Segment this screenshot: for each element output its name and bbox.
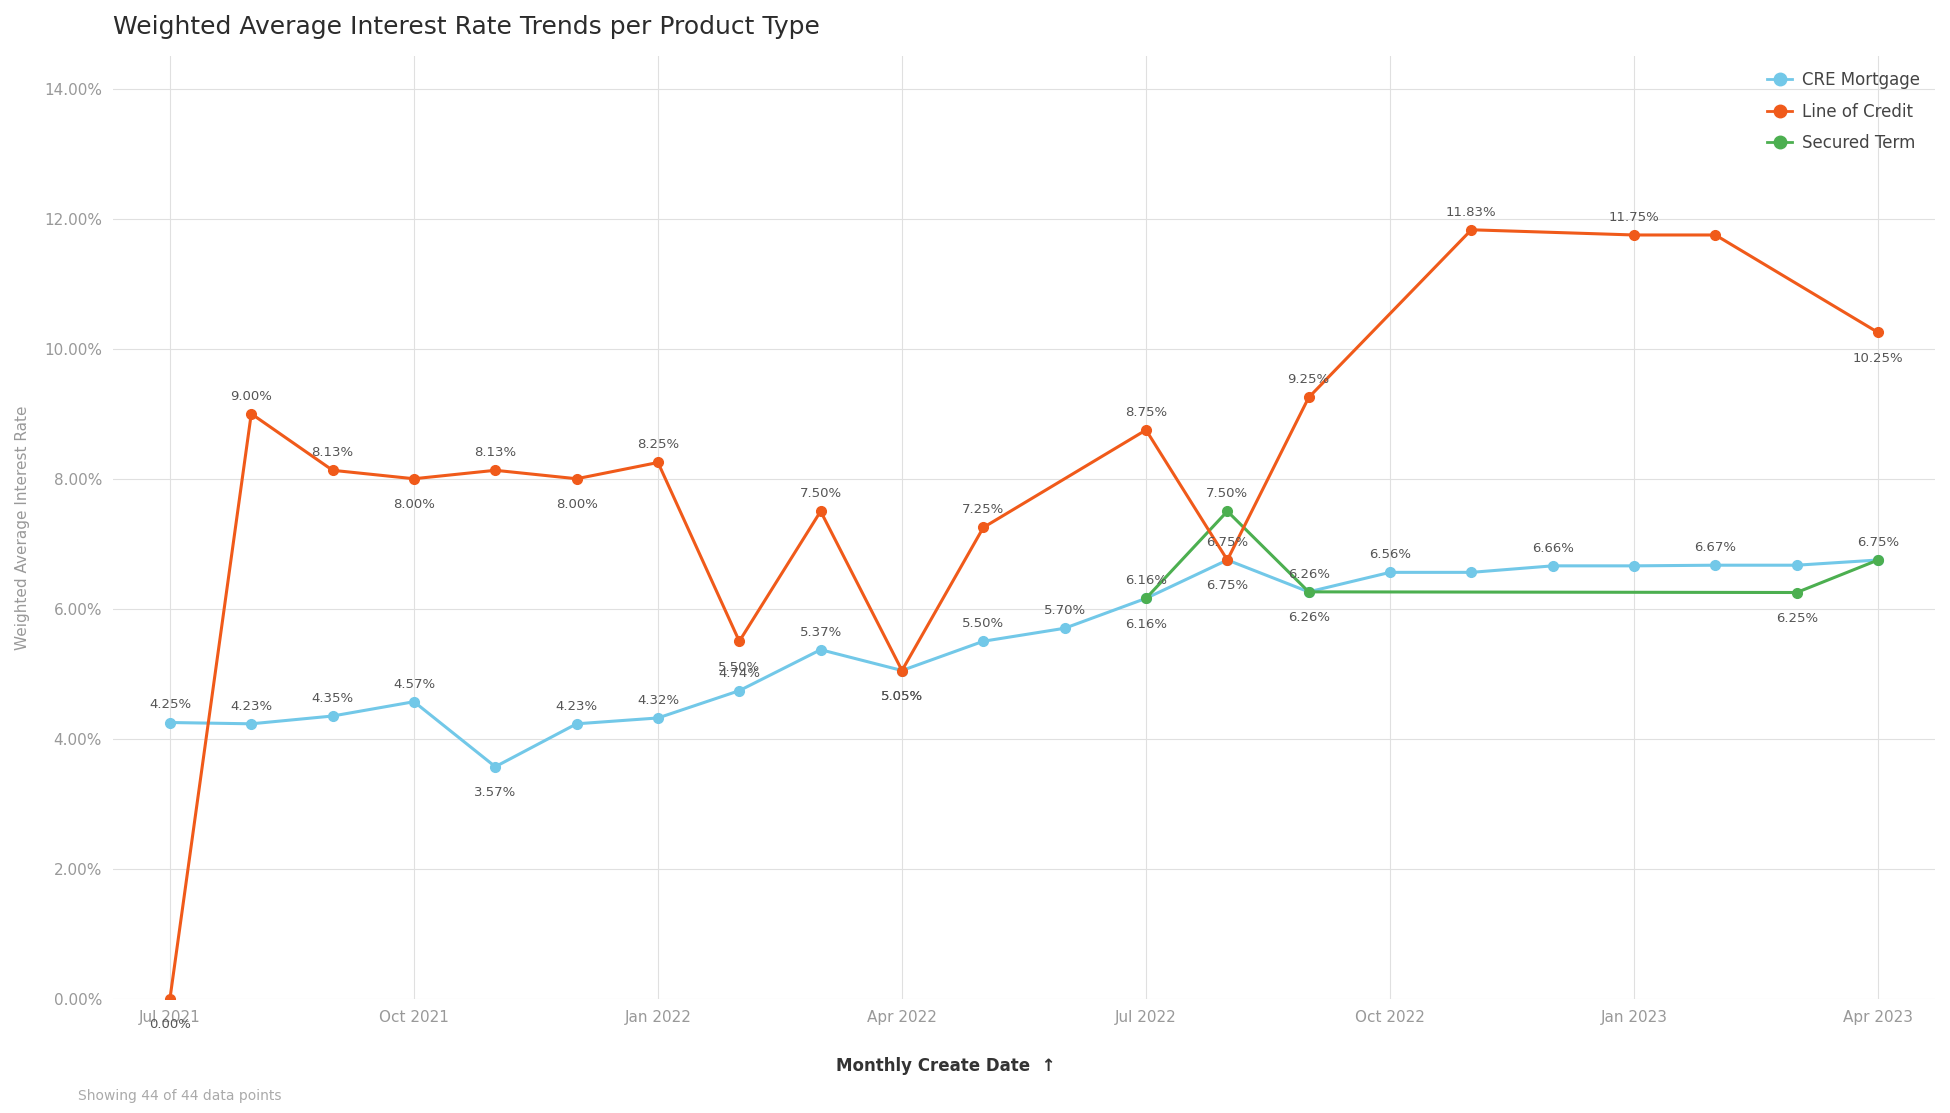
Text: 0.00%: 0.00% [148, 1018, 191, 1032]
Text: 11.83%: 11.83% [1447, 206, 1498, 218]
Text: 5.05%: 5.05% [881, 690, 922, 703]
Text: 5.05%: 5.05% [881, 690, 922, 703]
Text: 4.35%: 4.35% [312, 692, 353, 705]
Text: 9.00%: 9.00% [230, 390, 273, 403]
Text: 4.57%: 4.57% [392, 678, 435, 690]
Text: 6.25%: 6.25% [1776, 612, 1817, 624]
Text: 6.66%: 6.66% [1533, 542, 1574, 554]
Text: 7.25%: 7.25% [961, 503, 1004, 516]
Text: 8.75%: 8.75% [1125, 406, 1166, 418]
Text: 7.50%: 7.50% [1207, 487, 1248, 500]
Y-axis label: Weighted Average Interest Rate: Weighted Average Interest Rate [16, 405, 29, 650]
Text: 8.13%: 8.13% [312, 446, 353, 460]
Text: 6.16%: 6.16% [1125, 618, 1166, 631]
Text: 7.50%: 7.50% [800, 487, 842, 500]
Text: 6.75%: 6.75% [1207, 580, 1248, 592]
Text: 5.50%: 5.50% [961, 617, 1004, 630]
Text: 6.56%: 6.56% [1369, 549, 1412, 561]
Text: 4.74%: 4.74% [718, 667, 761, 680]
Text: 4.25%: 4.25% [148, 698, 191, 711]
Text: 3.57%: 3.57% [474, 786, 517, 799]
Text: 6.26%: 6.26% [1287, 611, 1330, 624]
Text: 4.32%: 4.32% [638, 693, 679, 707]
Text: 6.16%: 6.16% [1125, 574, 1166, 588]
Text: 6.75%: 6.75% [1856, 535, 1899, 549]
Text: Monthly Create Date  ↑: Monthly Create Date ↑ [837, 1056, 1055, 1075]
Text: 11.75%: 11.75% [1609, 210, 1659, 224]
Text: 8.00%: 8.00% [556, 499, 597, 511]
Text: 6.75%: 6.75% [1207, 535, 1248, 549]
Text: 4.23%: 4.23% [556, 700, 599, 712]
Text: 5.37%: 5.37% [800, 626, 842, 639]
Text: 5.70%: 5.70% [1043, 604, 1086, 617]
Text: 8.13%: 8.13% [474, 446, 517, 460]
Text: 4.23%: 4.23% [230, 700, 273, 712]
Text: Weighted Average Interest Rate Trends per Product Type: Weighted Average Interest Rate Trends pe… [113, 14, 819, 39]
Text: 9.25%: 9.25% [1287, 373, 1330, 386]
Text: 10.25%: 10.25% [1852, 352, 1903, 365]
Text: 6.26%: 6.26% [1287, 568, 1330, 581]
Text: 8.00%: 8.00% [394, 499, 435, 511]
Text: 6.67%: 6.67% [1695, 541, 1736, 554]
Text: Showing 44 of 44 data points: Showing 44 of 44 data points [78, 1089, 281, 1103]
Text: 5.50%: 5.50% [718, 661, 761, 673]
Text: 8.25%: 8.25% [638, 439, 679, 452]
Legend: CRE Mortgage, Line of Credit, Secured Term: CRE Mortgage, Line of Credit, Secured Te… [1761, 65, 1927, 158]
